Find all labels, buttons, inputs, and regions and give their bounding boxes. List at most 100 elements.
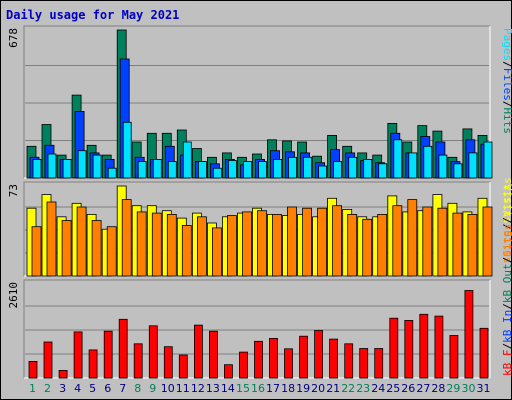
- legend-item: kB In: [501, 310, 512, 343]
- bar-kb-f-day-9: [148, 325, 158, 379]
- bar-pages-day-22: [348, 156, 358, 179]
- bar-pages-day-24: [378, 163, 388, 179]
- bar-kb-f-day-28: [434, 315, 444, 379]
- x-tick-label: 9: [149, 382, 156, 395]
- bar-kb-f-day-30: [464, 290, 474, 379]
- x-tick-label: 27: [416, 382, 430, 395]
- legend-item: Visits: [501, 177, 512, 217]
- x-tick-label: 14: [221, 382, 235, 395]
- legend-kbytes: kB F/kB In/kB Out/Sites/Visits: [501, 177, 512, 376]
- bar-sites-day-30: [467, 213, 478, 277]
- bar-sites-day-21: [332, 205, 343, 277]
- legend-item: /: [501, 343, 512, 350]
- legend-item: /: [501, 217, 512, 224]
- bar-sites-day-31: [482, 206, 493, 277]
- bar-kb-f-day-10: [163, 346, 173, 379]
- legend-item: Files: [501, 68, 512, 101]
- bar-pages-day-20: [318, 165, 328, 179]
- bar-sites-day-23: [362, 218, 373, 277]
- bar-kb-f-day-2: [43, 341, 53, 379]
- bar-sites-day-6: [106, 226, 117, 277]
- x-tick-label: 4: [74, 382, 81, 395]
- bar-sites-day-7: [121, 199, 132, 277]
- x-tick-label: 29: [446, 382, 460, 395]
- bar-kb-f-day-18: [284, 348, 293, 379]
- x-tick-label: 5: [89, 382, 96, 395]
- bar-kb-f-day-7: [118, 318, 128, 379]
- bar-sites-day-19: [302, 207, 313, 277]
- bar-kb-f-day-6: [103, 330, 113, 379]
- bar-pages-day-26: [408, 152, 418, 179]
- bar-sites-day-20: [317, 207, 328, 277]
- bar-pages-day-23: [363, 158, 373, 179]
- x-tick-label: 15: [236, 382, 250, 395]
- legend-item: /: [501, 101, 512, 108]
- x-tick-label: 13: [206, 382, 220, 395]
- bar-sites-day-3: [61, 220, 72, 277]
- legend-item: /: [501, 257, 512, 264]
- bar-pages-day-16: [258, 161, 267, 179]
- bar-kb-f-day-17: [269, 337, 278, 379]
- bar-sites-day-22: [347, 213, 358, 277]
- bar-sites-day-28: [437, 207, 448, 277]
- legend-item: /: [501, 303, 512, 310]
- bar-kb-f-day-15: [239, 351, 248, 379]
- bar-pages-day-29: [453, 163, 463, 179]
- bar-kb-f-day-21: [329, 338, 339, 379]
- bar-kb-f-day-3: [58, 369, 68, 379]
- bar-sites-day-2: [46, 201, 57, 277]
- panel-max-label: 2610: [7, 282, 20, 309]
- bar-pages-day-30: [468, 152, 478, 179]
- x-tick-label: 21: [326, 382, 340, 395]
- bar-sites-day-5: [91, 220, 102, 277]
- bar-pages-day-10: [167, 161, 177, 179]
- bar-pages-day-28: [438, 154, 448, 179]
- x-tick-label: 28: [431, 382, 445, 395]
- x-tick-label: 6: [104, 382, 111, 395]
- legend-item: Hits: [501, 108, 512, 135]
- bar-kb-f-day-13: [208, 330, 218, 379]
- bar-pages-day-4: [77, 150, 87, 179]
- bar-pages-day-18: [288, 156, 297, 179]
- x-tick-label: 20: [311, 382, 325, 395]
- x-tick-label: 18: [281, 382, 295, 395]
- panel-kbytes: 2610: [7, 279, 491, 379]
- bar-kb-f-day-5: [88, 349, 98, 379]
- bar-kb-f-day-4: [73, 331, 83, 379]
- bar-kb-f-day-11: [178, 354, 188, 379]
- bar-sites-day-16: [257, 210, 267, 277]
- x-tick-label: 1: [29, 382, 36, 395]
- bar-kb-f-day-19: [299, 335, 309, 379]
- legend-item: Pages: [501, 28, 512, 61]
- bar-pages-day-9: [152, 158, 162, 179]
- bar-sites-day-1: [31, 226, 42, 277]
- bar-pages-day-3: [62, 158, 72, 179]
- bar-sites-day-24: [377, 213, 388, 277]
- bar-sites-day-27: [422, 206, 433, 277]
- bar-kb-f-day-25: [389, 317, 399, 379]
- x-tick-label: 17: [266, 382, 280, 395]
- bar-kb-f-day-1: [28, 360, 38, 379]
- x-tick-label: 7: [119, 382, 126, 395]
- bar-sites-day-4: [76, 206, 87, 277]
- bar-kb-f-day-27: [419, 313, 429, 379]
- panel-max-label: 73: [7, 184, 20, 197]
- bar-kb-f-day-14: [223, 364, 233, 379]
- bar-sites-day-15: [242, 211, 252, 277]
- bar-sites-day-18: [287, 206, 297, 277]
- legend-item: kB F: [501, 350, 512, 377]
- bar-pages-day-21: [333, 161, 343, 179]
- bar-kb-f-day-23: [359, 348, 369, 379]
- bar-pages-day-5: [92, 154, 102, 179]
- bar-pages-day-25: [393, 139, 403, 179]
- bar-pages-day-14: [227, 160, 237, 179]
- x-tick-label: 3: [59, 382, 66, 395]
- x-tick-label: 2: [44, 382, 51, 395]
- bar-pages-day-11: [182, 141, 192, 179]
- bar-pages-day-2: [47, 153, 57, 179]
- x-tick-label: 30: [462, 382, 476, 395]
- x-tick-label: 12: [191, 382, 205, 395]
- x-tick-label: 25: [386, 382, 400, 395]
- legend-item: kB Out: [501, 263, 512, 303]
